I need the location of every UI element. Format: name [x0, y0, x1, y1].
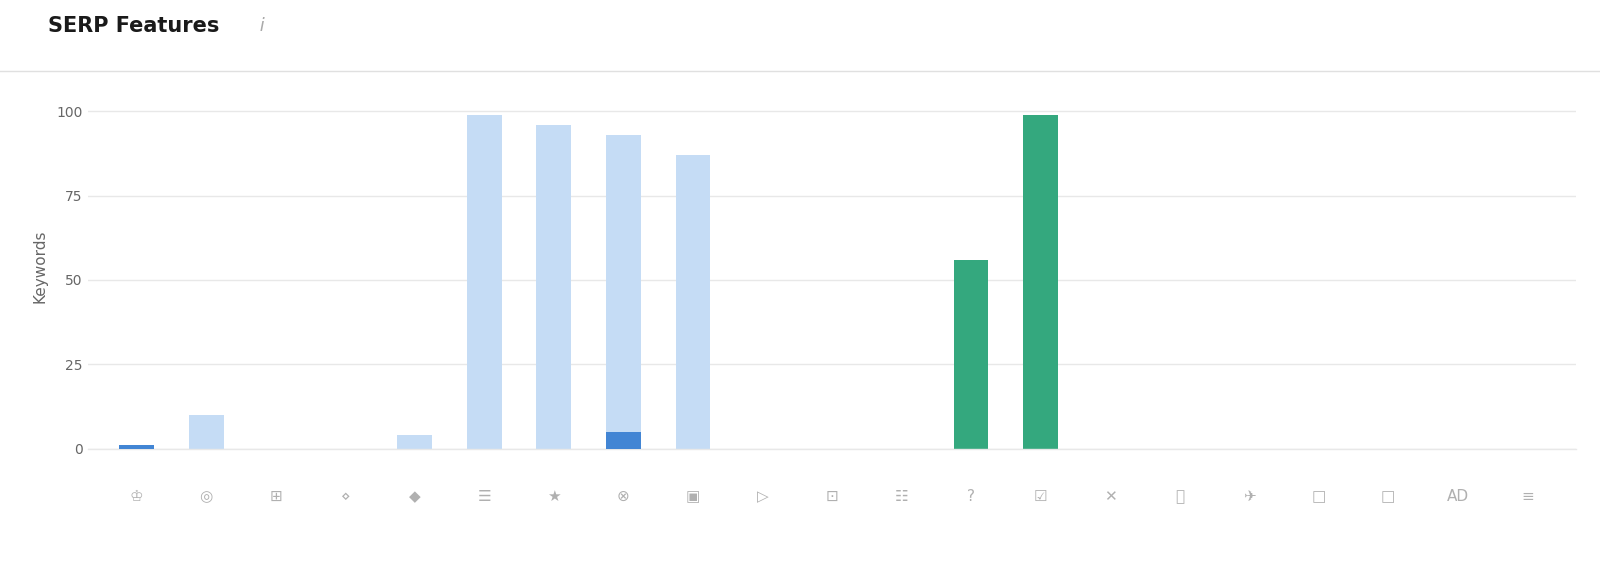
- Text: ⓘ: ⓘ: [1174, 489, 1184, 504]
- Text: ≡: ≡: [1522, 489, 1534, 504]
- Bar: [467, 114, 502, 449]
- Text: ◎: ◎: [200, 489, 213, 504]
- Bar: [675, 155, 710, 449]
- Text: i: i: [253, 16, 264, 35]
- Text: ▣: ▣: [686, 489, 701, 504]
- Text: ?: ?: [966, 489, 974, 504]
- Bar: [120, 445, 154, 449]
- Bar: [397, 435, 432, 449]
- Bar: [120, 445, 154, 449]
- Text: ✈: ✈: [1243, 489, 1256, 504]
- Text: SERP Features: SERP Features: [48, 16, 219, 35]
- Bar: [536, 125, 571, 449]
- Text: ⋄: ⋄: [341, 489, 350, 504]
- Bar: [1024, 114, 1058, 449]
- Bar: [606, 135, 640, 449]
- Text: □: □: [1312, 489, 1326, 504]
- Bar: [954, 260, 989, 449]
- Text: ☑: ☑: [1034, 489, 1048, 504]
- Text: ♔: ♔: [130, 489, 144, 504]
- Y-axis label: Keywords: Keywords: [32, 229, 48, 304]
- Text: ☷: ☷: [894, 489, 909, 504]
- Text: ⊗: ⊗: [618, 489, 630, 504]
- Text: □: □: [1381, 489, 1395, 504]
- Text: ★: ★: [547, 489, 560, 504]
- Text: ▷: ▷: [757, 489, 768, 504]
- Text: AD: AD: [1446, 489, 1469, 504]
- Text: ☰: ☰: [477, 489, 491, 504]
- Text: ⊞: ⊞: [269, 489, 282, 504]
- Bar: [606, 432, 640, 449]
- Bar: [189, 415, 224, 449]
- Text: ⊡: ⊡: [826, 489, 838, 504]
- Text: ◆: ◆: [410, 489, 421, 504]
- Text: ✕: ✕: [1104, 489, 1117, 504]
